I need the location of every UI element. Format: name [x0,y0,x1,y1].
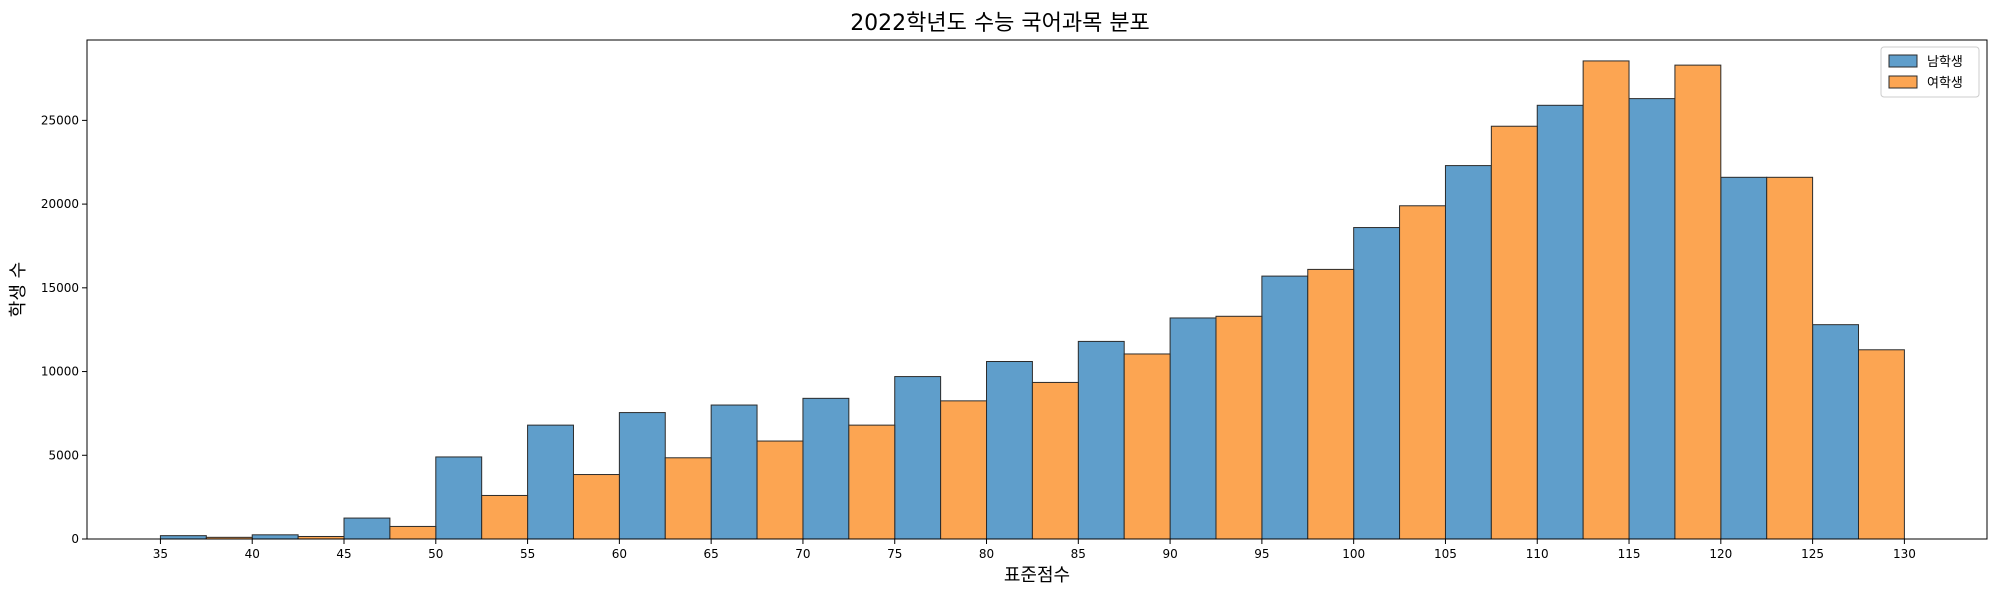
bars-layer [159,60,1905,540]
bar-male-115 [1628,98,1676,540]
bar-female-90 [1215,315,1263,540]
x-tick-label: 120 [1709,547,1732,561]
legend-swatch [1888,75,1918,89]
legend-label: 남학생 [1927,55,1963,70]
bar-female-60 [664,457,712,540]
x-axis: 35 40 45 50 55 60 65 70 75 80 85 90 95 100 105 110 115 12… [153,539,1916,561]
x-tick-label: 125 [1801,547,1824,561]
legend-swatch [1888,54,1918,68]
bar-male-35 [159,535,207,540]
bar-female-80 [1031,381,1079,540]
bar-male-110 [1536,104,1584,540]
y-tick-label: 0 [71,532,79,546]
x-tick-label: 35 [153,547,168,561]
y-tick-label: 5000 [48,448,79,462]
x-tick-label: 130 [1893,547,1916,561]
x-tick-label: 95 [1254,547,1269,561]
bar-male-45 [343,517,391,540]
bar-female-45 [389,525,437,540]
bar-male-120 [1720,176,1768,540]
x-tick-label: 65 [704,547,719,561]
bar-female-125 [1857,349,1905,540]
y-tick-label: 15000 [41,281,79,295]
bar-female-50 [481,494,529,540]
bar-male-85 [1077,340,1125,540]
plot-frame [86,39,1988,540]
legend-label: 여학생 [1927,76,1963,91]
x-tick-label: 40 [245,547,260,561]
bar-female-85 [1123,353,1171,540]
bar-female-65 [756,440,804,540]
y-tick-label: 20000 [41,197,79,211]
x-tick-label: 70 [795,547,810,561]
x-tick-label: 45 [336,547,351,561]
x-axis-label: 표준점수 [1004,565,1070,586]
bar-male-65 [710,404,758,540]
bar-male-125 [1812,324,1859,540]
bar-female-110 [1582,60,1630,540]
y-tick-label: 25000 [41,113,79,127]
bar-male-95 [1261,275,1309,540]
x-tick-label: 50 [428,547,443,561]
y-tick-label: 10000 [41,365,79,379]
bar-male-80 [986,361,1033,540]
x-tick-label: 105 [1434,547,1457,561]
bar-female-100 [1399,205,1446,540]
bar-male-75 [894,376,942,540]
bar-female-70 [848,424,896,540]
bar-female-120 [1766,176,1814,540]
x-tick-label: 75 [887,547,902,561]
bar-female-55 [572,474,620,540]
bar-male-40 [251,534,299,540]
bar-male-90 [1169,317,1217,540]
x-tick-label: 100 [1342,547,1365,561]
chart-title: 2022학년도 수능 국어과목 분포 [850,11,1150,36]
bar-male-105 [1444,165,1492,540]
x-tick-label: 60 [612,547,627,561]
bar-male-100 [1353,227,1401,540]
x-tick-label: 90 [1162,547,1177,561]
bar-female-95 [1307,268,1355,540]
x-tick-label: 55 [520,547,535,561]
y-axis: 0 5000 10000 15000 20000 25000 [41,113,87,546]
x-tick-label: 115 [1618,547,1641,561]
x-tick-label: 80 [979,547,994,561]
x-tick-label: 110 [1526,547,1549,561]
bar-female-75 [940,400,988,540]
y-axis-label: 학생 수 [8,262,29,317]
bar-male-70 [802,397,850,540]
bar-male-50 [435,456,483,540]
x-tick-label: 85 [1071,547,1086,561]
bar-male-55 [527,424,574,540]
bar-male-60 [618,412,666,540]
bar-female-105 [1490,125,1538,540]
bar-female-115 [1674,64,1722,540]
